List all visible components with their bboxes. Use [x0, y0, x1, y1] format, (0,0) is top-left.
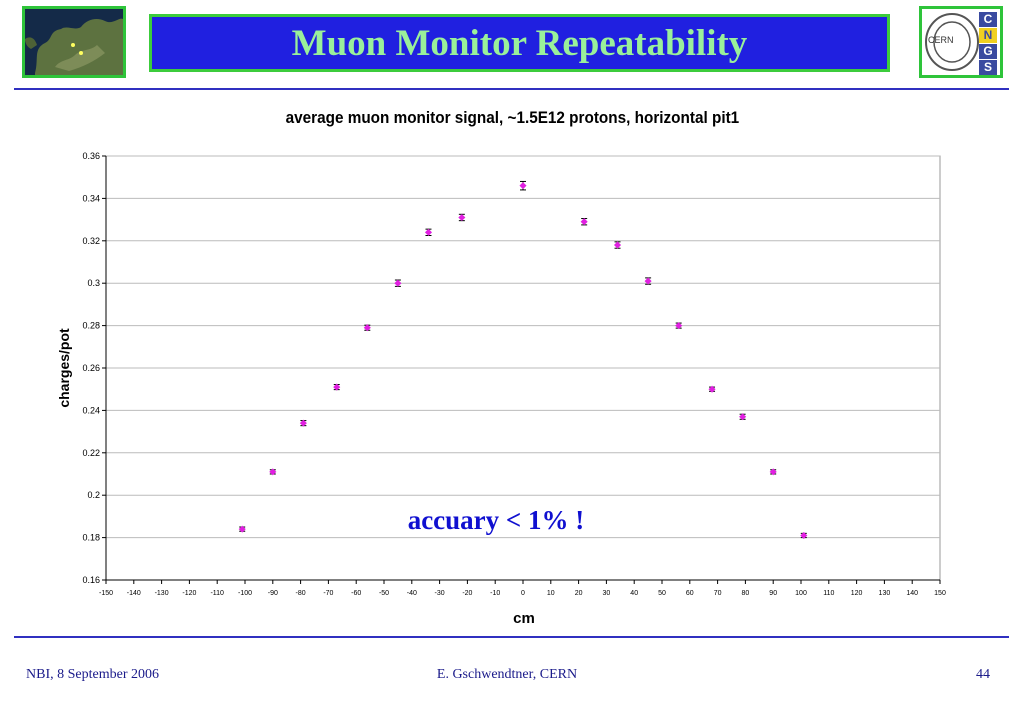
- data-point: [269, 468, 277, 476]
- x-tick-label: 70: [714, 590, 722, 597]
- y-tick-label: 0.2: [87, 490, 100, 500]
- cern-logo-text: CERN: [928, 35, 954, 45]
- slide-title-box: Muon Monitor Repeatability: [149, 14, 890, 72]
- x-tick-label: 10: [547, 590, 555, 597]
- x-tick-label: -110: [210, 590, 224, 597]
- data-point: [800, 531, 808, 540]
- accuracy-annotation: accuary < 1% !: [407, 505, 585, 535]
- y-tick-label: 0.3: [87, 278, 100, 288]
- x-tick-label: 80: [742, 590, 750, 597]
- map-image: [25, 9, 123, 75]
- x-tick-label: 130: [879, 590, 891, 597]
- x-tick-label: -50: [379, 590, 389, 597]
- cngs-letters: C N G S: [979, 12, 997, 75]
- data-point: [769, 468, 777, 476]
- data-point: [739, 413, 747, 421]
- y-tick-label: 0.24: [82, 405, 100, 415]
- cngs-letter-s: S: [979, 60, 997, 75]
- y-tick-label: 0.16: [82, 575, 100, 585]
- cngs-letter-c: C: [979, 12, 997, 27]
- x-tick-label: -150: [99, 590, 113, 597]
- x-tick-label: -70: [323, 590, 333, 597]
- y-tick-label: 0.34: [82, 193, 100, 203]
- y-tick-label: 0.26: [82, 363, 100, 373]
- x-tick-label: 60: [686, 590, 694, 597]
- data-point: [675, 322, 683, 330]
- x-tick-label: -60: [351, 590, 361, 597]
- x-tick-label: 50: [658, 590, 666, 597]
- data-point: [238, 525, 246, 533]
- chart-title: average muon monitor signal, ~1.5E12 pro…: [285, 108, 740, 127]
- x-tick-label: 140: [906, 590, 918, 597]
- x-tick-label: -90: [268, 590, 278, 597]
- data-point: [299, 419, 307, 427]
- data-point: [363, 324, 371, 332]
- x-tick-label: -30: [435, 590, 445, 597]
- data-point: [458, 213, 466, 222]
- chart-plot: 0.16 0.18 0.2 0.22 0.24 0.26 0.28 0.3 0.32 0.34 0.…: [82, 151, 946, 597]
- x-tick-label: 20: [575, 590, 583, 597]
- data-point: [394, 279, 402, 287]
- cngs-letter-g: G: [979, 44, 997, 59]
- cngs-letter-n: N: [979, 28, 997, 43]
- x-tick-label: -140: [127, 590, 141, 597]
- footer-date: NBI, 8 September 2006: [26, 667, 159, 682]
- header-divider: [14, 88, 1009, 90]
- footer-divider: [14, 636, 1009, 638]
- europe-map-logo: [22, 6, 126, 78]
- data-point: [333, 383, 341, 391]
- data-point: [613, 241, 622, 249]
- x-tick-label: 150: [934, 590, 946, 597]
- x-axis-label: cm: [513, 610, 535, 627]
- x-tick-label: -40: [407, 590, 417, 597]
- page-number: 44: [976, 667, 990, 682]
- slide-title: Muon Monitor Repeatability: [291, 22, 748, 64]
- x-tick-label: 120: [851, 590, 863, 597]
- y-tick-label: 0.32: [82, 236, 100, 246]
- cern-cngs-logo: CERN C N G S: [919, 6, 1003, 78]
- x-tick-label: 90: [769, 590, 777, 597]
- x-tick-label: -10: [490, 590, 500, 597]
- x-tick-label: -100: [238, 590, 252, 597]
- x-tick-label: 40: [630, 590, 638, 597]
- y-tick-label: 0.28: [82, 321, 100, 331]
- data-point: [708, 385, 716, 393]
- y-axis-label: charges/pot: [56, 328, 72, 408]
- x-tick-label: 0: [521, 590, 525, 597]
- cern-ring-icon: [925, 13, 979, 71]
- x-tick-label: 110: [823, 590, 834, 597]
- y-tick-label: 0.22: [82, 448, 100, 458]
- y-tick-label: 0.36: [82, 151, 100, 161]
- data-point: [424, 228, 433, 236]
- x-tick-label: -20: [462, 590, 472, 597]
- x-tick-label: -80: [296, 590, 306, 597]
- footer-author: E. Gschwendtner, CERN: [436, 667, 578, 682]
- data-point: [580, 218, 588, 226]
- x-tick-label: 100: [795, 590, 807, 597]
- x-tick-label: -130: [155, 590, 169, 597]
- y-tick-label: 0.18: [82, 533, 100, 543]
- x-tick-label: 30: [603, 590, 611, 597]
- data-point: [644, 277, 652, 285]
- data-point: [519, 182, 527, 190]
- x-tick-label: -120: [182, 590, 196, 597]
